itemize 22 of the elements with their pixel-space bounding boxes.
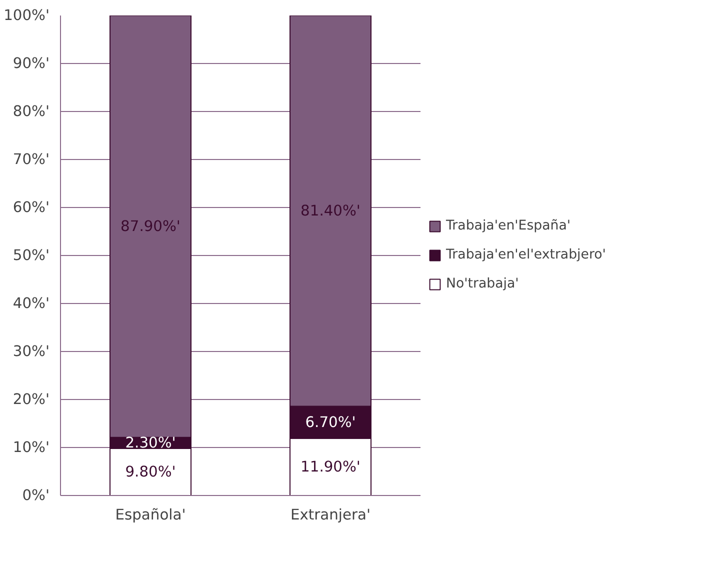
x-tick-label: Española' — [115, 506, 186, 524]
y-tick-label: 70%' — [12, 151, 50, 168]
data-label: 11.90%' — [300, 458, 360, 476]
y-tick-label: 50%' — [12, 247, 50, 264]
data-label: 81.40%' — [300, 202, 360, 220]
y-tick-label: 30%' — [12, 343, 50, 360]
y-tick-label: 90%' — [12, 55, 50, 72]
legend-label: Trabaja'en'el'extrabjero' — [446, 248, 606, 262]
y-tick-label: 10%' — [12, 439, 50, 456]
data-label: 87.90%' — [120, 218, 180, 235]
y-tick-label: 80%' — [12, 103, 50, 120]
data-label: 6.70%' — [305, 414, 356, 431]
y-tick-label: 60%' — [12, 199, 50, 216]
legend-label: Trabaja'en'España' — [446, 218, 571, 234]
data-label: 2.30%' — [125, 434, 176, 452]
x-tick-label: Extranjera' — [290, 506, 371, 524]
y-tick-label: 20%' — [12, 391, 50, 408]
y-tick-label: 0%' — [22, 487, 50, 504]
data-label: 9.80%' — [125, 463, 176, 480]
y-tick-label: 40%' — [12, 295, 50, 312]
y-tick-label: 100%' — [4, 7, 50, 24]
legend-label: No'trabaja' — [446, 276, 519, 292]
